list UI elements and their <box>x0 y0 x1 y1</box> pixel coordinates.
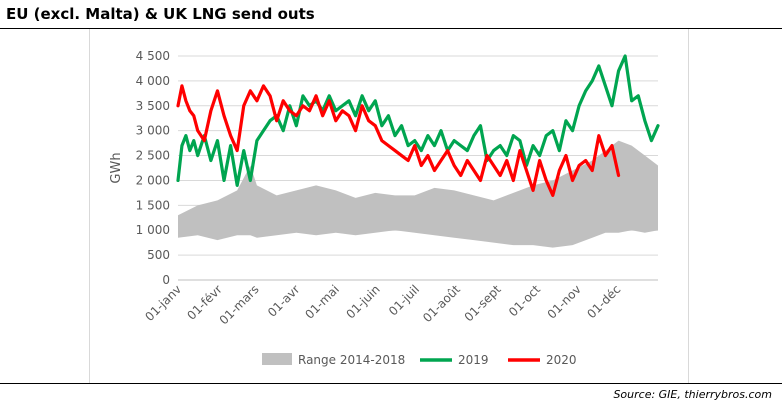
legend-label-range: Range 2014-2018 <box>298 353 405 367</box>
x-tick-label: 01-mai <box>302 282 342 322</box>
y-tick-label: 3 500 <box>136 99 170 113</box>
x-tick-label: 01-sept <box>462 282 504 324</box>
y-tick-label: 500 <box>147 248 170 262</box>
x-tick-label: 01-mars <box>217 282 262 327</box>
range-band-area <box>178 140 658 248</box>
x-tick-label: 01-juil <box>386 282 422 318</box>
x-tick-label: 01-avr <box>265 282 303 320</box>
y-tick-label: 1 000 <box>136 223 170 237</box>
y-tick-label: 2 000 <box>136 173 170 187</box>
x-tick-label: 01-nov <box>545 282 584 321</box>
series-line-2019 <box>176 54 660 188</box>
x-tick-label: 01-oct <box>506 282 543 319</box>
chart-title: EU (excl. Malta) & UK LNG send outs <box>6 5 315 23</box>
title-divider <box>0 28 782 29</box>
y-axis-label: GWh <box>109 152 124 183</box>
x-tick-label: 01-juin <box>343 282 382 321</box>
source-note: Source: GIE, thierrybros.com <box>613 388 772 401</box>
lng-sendout-chart: 0 500 1 000 1 500 2 000 2 500 3 000 3 500 4 000 4… <box>109 49 660 367</box>
y-tick-label: 4 500 <box>136 49 170 63</box>
legend-label-2020: 2020 <box>546 353 577 367</box>
y-tick-label: 1 500 <box>136 198 170 212</box>
y-tick-label: 3 000 <box>136 124 170 138</box>
y-tick-label: 0 <box>162 273 170 287</box>
legend-label-2019: 2019 <box>458 353 489 367</box>
y-tick-label: 2 500 <box>136 149 170 163</box>
chart-frame-right <box>688 29 689 383</box>
x-tick-label: 01-août <box>420 282 463 325</box>
x-tick-label: 01-janv <box>142 282 184 324</box>
x-tick-label: 01-déc <box>584 282 623 321</box>
legend-swatch-range <box>262 353 292 365</box>
y-tick-label: 4 000 <box>136 74 170 88</box>
series-line-2020 <box>176 84 621 197</box>
chart-frame-left <box>89 29 90 383</box>
footer-divider <box>0 383 782 384</box>
